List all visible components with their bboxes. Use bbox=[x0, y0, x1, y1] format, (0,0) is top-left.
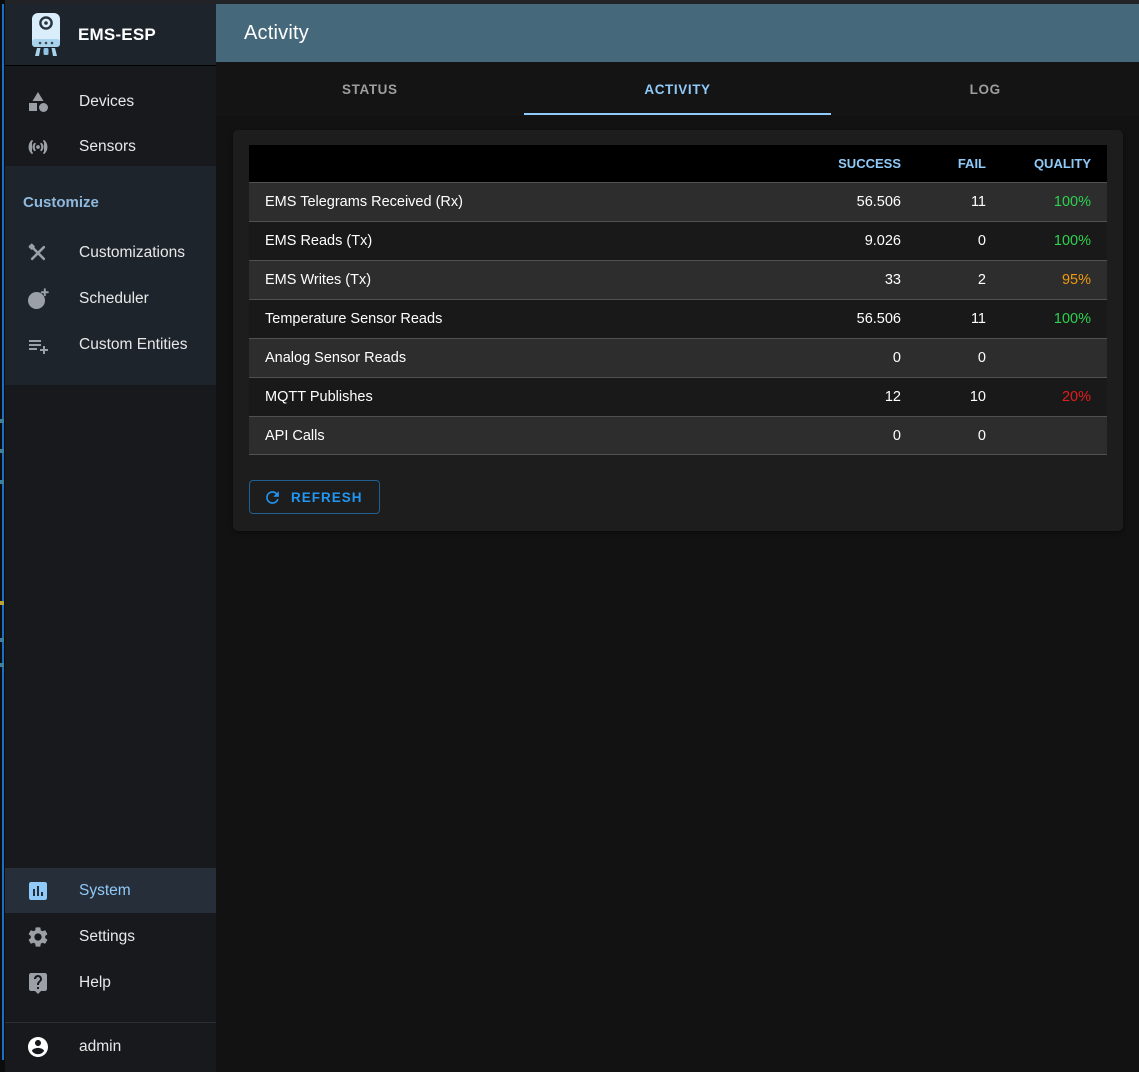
background-window-sliver bbox=[0, 0, 5, 1072]
column-header-success: SUCCESS bbox=[838, 156, 901, 171]
table-row: EMS Writes (Tx) 33 2 95% bbox=[249, 260, 1107, 299]
sidebar-item-scheduler[interactable]: Scheduler bbox=[5, 277, 216, 321]
tab-status[interactable]: STATUS bbox=[342, 81, 398, 97]
row-fail-value: 11 bbox=[970, 311, 986, 327]
sidebar-customize-section: Customize Customizations bbox=[5, 166, 216, 385]
app-title: EMS-ESP bbox=[78, 24, 156, 44]
customize-section-header: Customize bbox=[23, 194, 99, 211]
live-help-icon bbox=[26, 971, 50, 995]
sidebar: EMS-ESP Devices Sensors Customize bbox=[5, 4, 216, 1072]
row-success-value: 12 bbox=[884, 389, 901, 405]
table-body: EMS Telegrams Received (Rx) 56.506 11 10… bbox=[249, 182, 1107, 455]
row-quality-value: 100% bbox=[1053, 233, 1091, 249]
sidebar-item-settings[interactable]: Settings bbox=[5, 915, 216, 959]
account-circle-icon bbox=[26, 1035, 50, 1059]
row-fail-value: 10 bbox=[969, 389, 986, 405]
row-quality-value: 95% bbox=[1061, 272, 1091, 288]
tab-bar: STATUS ACTIVITY LOG bbox=[216, 62, 1139, 116]
active-tab-indicator bbox=[523, 113, 832, 115]
row-metric-name: Temperature Sensor Reads bbox=[265, 311, 443, 327]
refresh-icon bbox=[266, 490, 279, 504]
table-row: Temperature Sensor Reads 56.506 11 100% bbox=[249, 299, 1107, 338]
column-header-quality: QUALITY bbox=[1033, 156, 1091, 171]
divider bbox=[5, 1022, 216, 1023]
table-header-row: SUCCESS FAIL QUALITY bbox=[249, 145, 1107, 182]
row-success-value: 0 bbox=[892, 427, 901, 444]
row-success-value: 9.026 bbox=[864, 233, 901, 249]
sidebar-item-custom-entities[interactable]: Custom Entities bbox=[5, 323, 216, 367]
row-fail-value: 0 bbox=[977, 350, 986, 366]
row-success-value: 56.506 bbox=[856, 311, 901, 327]
row-quality-value: 100% bbox=[1053, 311, 1091, 327]
row-success-value: 33 bbox=[884, 272, 901, 288]
row-quality-value: 20% bbox=[1061, 389, 1091, 405]
refresh-button[interactable]: REFRESH bbox=[249, 480, 380, 514]
row-metric-name: MQTT Publishes bbox=[265, 389, 373, 405]
gear-icon bbox=[26, 925, 50, 949]
table-row: EMS Reads (Tx) 9.026 0 100% bbox=[249, 221, 1107, 260]
sidebar-item-help[interactable]: Help bbox=[5, 961, 216, 1005]
refresh-button-label: REFRESH bbox=[291, 489, 363, 505]
row-fail-value: 0 bbox=[977, 427, 986, 444]
row-metric-name: EMS Reads (Tx) bbox=[265, 233, 373, 249]
row-metric-name: Analog Sensor Reads bbox=[265, 350, 407, 366]
table-row: MQTT Publishes 12 10 20% bbox=[249, 377, 1107, 416]
table-row: API Calls 0 0 bbox=[249, 416, 1107, 455]
playlist-add-icon bbox=[26, 333, 50, 357]
tab-log[interactable]: LOG bbox=[969, 81, 1001, 97]
sidebar-item-customizations[interactable]: Customizations bbox=[5, 231, 216, 275]
sidebar-header: EMS-ESP bbox=[5, 4, 216, 66]
tab-activity[interactable]: ACTIVITY bbox=[644, 81, 711, 97]
category-icon bbox=[26, 90, 50, 114]
page-title: Activity bbox=[244, 21, 309, 44]
background-window-edge-line bbox=[2, 4, 4, 1060]
row-metric-name: EMS Writes (Tx) bbox=[265, 272, 372, 288]
row-fail-value: 11 bbox=[970, 194, 986, 210]
row-fail-value: 2 bbox=[977, 272, 986, 288]
analytics-icon bbox=[26, 879, 50, 903]
construction-icon bbox=[26, 241, 50, 265]
sidebar-item-admin-user[interactable]: admin bbox=[5, 1025, 216, 1069]
app-bar: Activity bbox=[216, 4, 1139, 62]
row-success-value: 56.506 bbox=[856, 194, 901, 210]
table-row: Analog Sensor Reads 0 0 bbox=[249, 338, 1107, 377]
activity-card: SUCCESS FAIL QUALITY EMS Telegrams Recei… bbox=[233, 130, 1123, 531]
ems-esp-boiler-logo-icon bbox=[26, 12, 66, 58]
activity-table: SUCCESS FAIL QUALITY EMS Telegrams Recei… bbox=[249, 145, 1107, 455]
row-quality-value: 100% bbox=[1053, 194, 1091, 210]
sidebar-item-sensors[interactable]: Sensors bbox=[5, 125, 216, 169]
row-metric-name: API Calls bbox=[265, 427, 325, 444]
row-success-value: 0 bbox=[892, 350, 901, 366]
sensors-icon bbox=[26, 135, 50, 159]
sidebar-item-system[interactable]: System bbox=[5, 869, 216, 913]
table-row: EMS Telegrams Received (Rx) 56.506 11 10… bbox=[249, 182, 1107, 221]
row-fail-value: 0 bbox=[977, 233, 986, 249]
row-metric-name: EMS Telegrams Received (Rx) bbox=[265, 194, 463, 210]
more-time-icon bbox=[26, 287, 50, 311]
divider bbox=[5, 868, 216, 869]
sidebar-item-devices[interactable]: Devices bbox=[5, 80, 216, 124]
window-top-edge bbox=[0, 0, 1139, 4]
column-header-fail: FAIL bbox=[957, 156, 986, 171]
